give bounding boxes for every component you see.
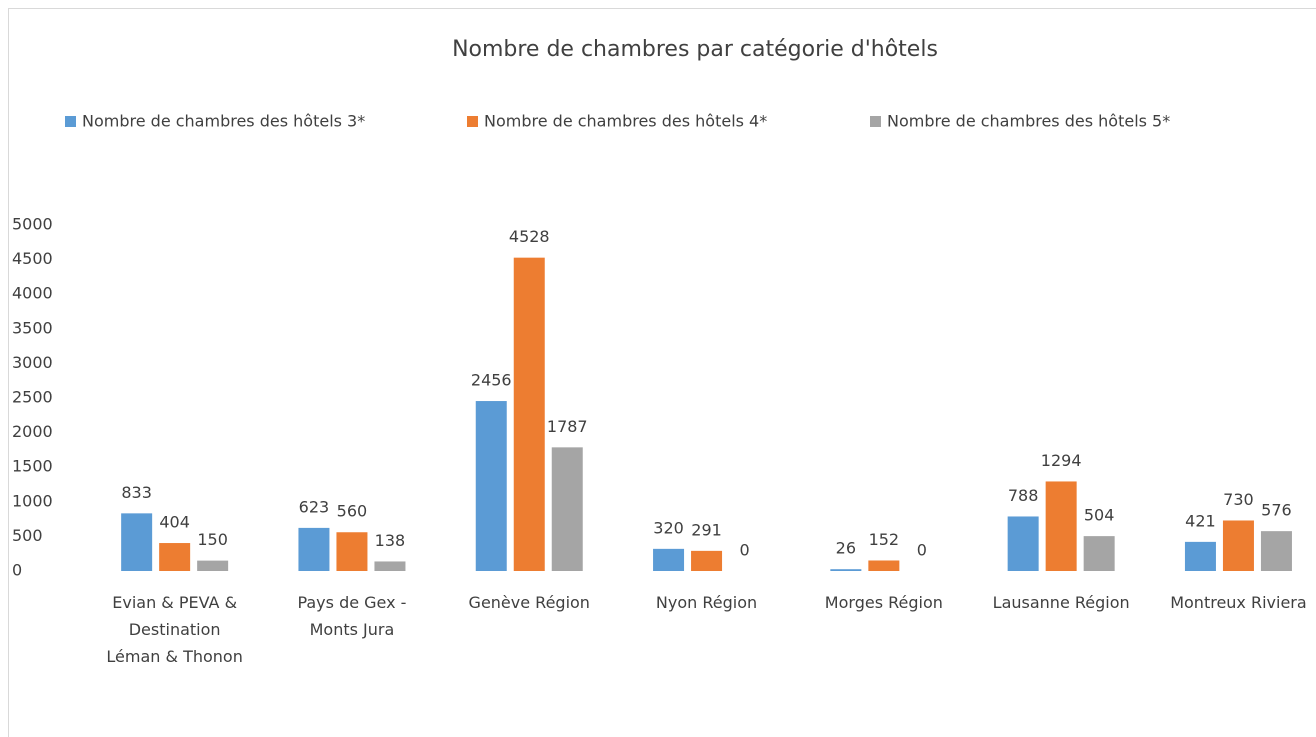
data-label: 0 (917, 541, 927, 560)
bar (475, 401, 507, 571)
data-label: 730 (1223, 490, 1254, 509)
bar (336, 532, 368, 571)
bar (1083, 536, 1115, 571)
bar (197, 560, 229, 571)
x-tick-label: Morges Région (825, 593, 943, 612)
x-tick-label: Pays de Gex -Monts Jura (297, 593, 406, 639)
data-label: 2456 (471, 371, 512, 390)
bar (1222, 520, 1254, 571)
data-label: 1787 (547, 417, 588, 436)
x-tick-label: Genève Région (469, 593, 590, 612)
y-tick-label: 3500 (12, 318, 53, 337)
data-label: 150 (197, 530, 228, 549)
legend-swatch (467, 116, 478, 127)
y-tick-label: 4500 (12, 249, 53, 268)
y-tick-label: 500 (12, 526, 43, 545)
chart-title: Nombre de chambres par catégorie d'hôtel… (452, 37, 938, 62)
data-label: 138 (375, 531, 406, 550)
data-label: 788 (1008, 486, 1039, 505)
y-tick-label: 5000 (12, 215, 53, 234)
data-label: 404 (159, 513, 190, 532)
bar (653, 548, 685, 571)
chart-frame (8, 8, 1316, 737)
data-label: 4528 (509, 227, 550, 246)
y-tick-label: 2000 (12, 422, 53, 441)
bar (121, 513, 153, 571)
legend-label: Nombre de chambres des hôtels 4* (484, 112, 767, 131)
bar (1260, 531, 1292, 571)
bar (1184, 541, 1216, 571)
bar (868, 560, 900, 571)
bar (691, 550, 723, 571)
data-label: 320 (653, 518, 684, 537)
x-tick-label: Lausanne Région (993, 593, 1130, 612)
y-tick-label: 0 (12, 561, 22, 580)
legend-label: Nombre de chambres des hôtels 3* (82, 112, 365, 131)
legend-label: Nombre de chambres des hôtels 5* (887, 112, 1170, 131)
y-tick-label: 4000 (12, 284, 53, 303)
y-tick-label: 1000 (12, 491, 53, 510)
data-label: 576 (1261, 501, 1292, 520)
bar (830, 569, 862, 571)
y-tick-label: 2500 (12, 388, 53, 407)
data-label: 421 (1185, 511, 1216, 530)
data-label: 152 (869, 530, 900, 549)
bar (551, 447, 583, 571)
data-label: 504 (1084, 506, 1115, 525)
x-tick-label: Nyon Région (656, 593, 757, 612)
bar (159, 543, 191, 571)
legend-swatch (870, 116, 881, 127)
bar (513, 257, 545, 571)
y-tick-label: 1500 (12, 457, 53, 476)
data-label: 1294 (1041, 451, 1082, 470)
data-label: 623 (299, 497, 330, 516)
bar (1045, 481, 1077, 571)
legend-swatch (65, 116, 76, 127)
x-tick-label: Evian & PEVA & Destination Léman & Thonon (106, 593, 242, 666)
data-label: 0 (739, 541, 749, 560)
data-label: 833 (121, 483, 152, 502)
bar (1007, 516, 1039, 571)
data-label: 26 (836, 539, 856, 558)
x-tick-label: Montreux Riviera (1170, 593, 1306, 612)
data-label: 291 (691, 520, 722, 539)
y-tick-label: 3000 (12, 353, 53, 372)
bar (374, 561, 406, 571)
bar (298, 527, 330, 571)
data-label: 560 (337, 502, 368, 521)
